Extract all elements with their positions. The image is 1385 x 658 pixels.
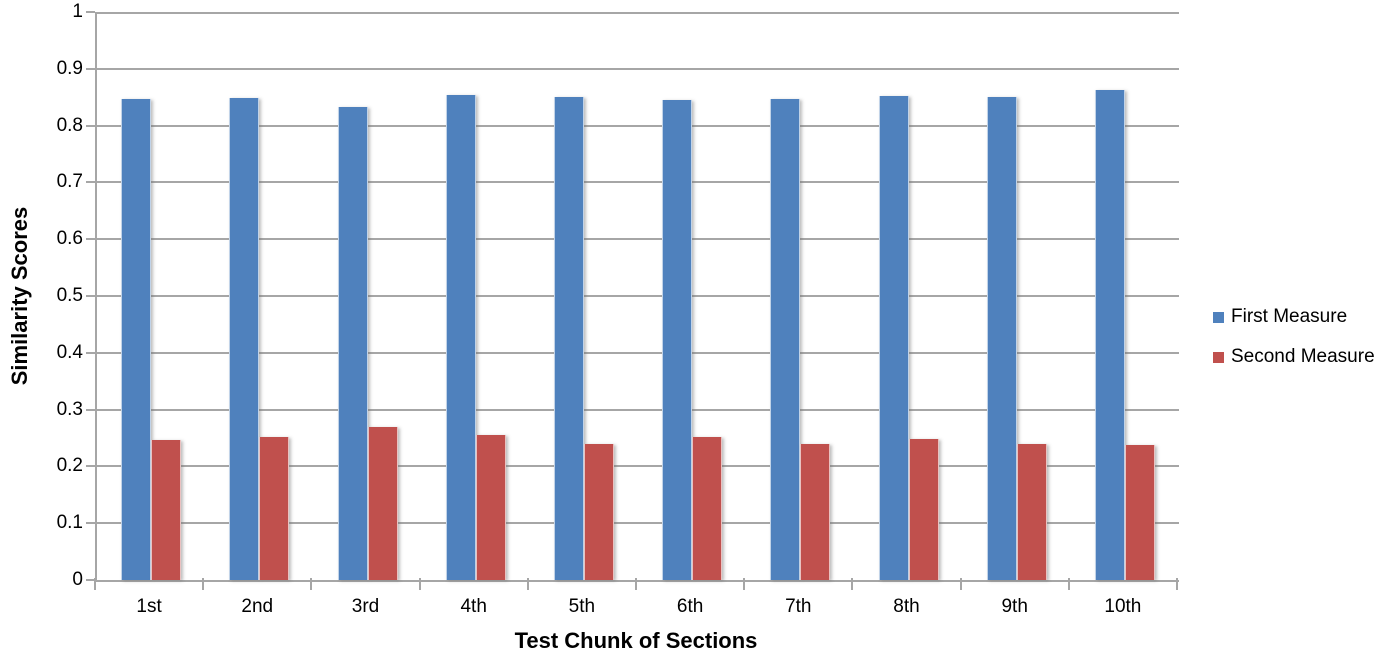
y-tick-label: 0.6 [56,228,83,250]
gridline [97,12,1179,14]
legend-swatch-second-measure [1213,351,1224,363]
bar-second-measure [1124,444,1155,580]
bar-second-measure [692,437,723,580]
bar-second-measure [367,427,398,580]
y-tick-mark [86,11,95,13]
x-category-label: 10th [1104,596,1142,617]
gridline [97,238,1179,241]
x-category-label: 6th [676,596,704,617]
bar-first-measure [337,107,368,580]
x-axis-title: Test Chunk of Sections [514,628,758,653]
y-tick-mark [86,124,95,127]
x-tick-mark [959,578,962,590]
bar-first-measure [1094,90,1125,580]
x-category-label: 5th [568,596,596,617]
y-tick-mark [86,295,95,297]
legend-label: First Measure [1231,306,1348,327]
y-tick-label: 0.2 [56,455,83,477]
x-tick-mark [851,578,854,590]
y-tick-mark [86,408,95,411]
x-tick-mark [418,578,421,590]
x-tick-mark [635,578,637,590]
bar-first-measure [445,94,476,580]
plot-area [95,12,1179,582]
bar-first-measure [121,99,152,580]
y-tick-mark [86,181,95,184]
gridline [97,67,1179,70]
x-tick-mark [526,578,529,590]
bar-first-measure [770,98,801,580]
legend-item: First Measure [1213,306,1375,328]
x-tick-mark [310,578,313,590]
y-tick-label: 0.4 [56,341,83,363]
bar-first-measure [878,96,909,580]
y-tick-mark [86,238,95,241]
y-tick-label: 1 [72,1,83,22]
gridline [97,181,1179,184]
legend-swatch-first-measure [1213,311,1224,323]
gridline [97,124,1179,127]
y-tick-mark [86,522,95,525]
x-category-label: 9th [1001,596,1028,617]
x-category-label: 4th [460,596,487,617]
bar-second-measure [800,443,831,580]
y-tick-mark [86,579,95,581]
y-tick-mark [86,67,95,70]
bar-second-measure [1016,443,1047,580]
x-tick-mark [1067,578,1070,590]
legend-item: Second Measure [1213,346,1375,368]
gridline [97,522,1179,525]
bar-first-measure [229,97,260,580]
y-tick-label: 0 [72,569,83,590]
bar-first-measure [986,96,1017,580]
bar-first-measure [553,97,584,580]
gridline [97,465,1179,468]
y-tick-label: 0.7 [56,171,83,193]
x-category-label: 2nd [241,596,274,617]
y-tick-label: 0.1 [56,512,83,534]
gridline [97,295,1179,297]
x-category-label: 8th [893,596,920,617]
legend-label: Second Measure [1231,346,1375,367]
gridline [97,408,1179,411]
bar-second-measure [151,440,182,580]
x-category-label: 3rd [351,596,380,617]
y-tick-label: 0.5 [56,285,83,306]
y-tick-mark [86,351,95,354]
y-tick-label: 0.8 [56,114,83,136]
bar-second-measure [908,439,939,580]
x-tick-mark [1176,578,1178,590]
x-category-label: 1st [136,596,162,617]
bar-first-measure [662,100,693,580]
bar-second-measure [583,443,614,580]
y-tick-label: 0.3 [56,398,83,420]
legend: First Measure Second Measure [1213,306,1375,386]
x-tick-mark [94,578,96,590]
gridline [97,351,1179,354]
x-tick-mark [202,578,205,590]
y-tick-mark [86,465,95,468]
y-tick-label: 0.9 [56,57,83,79]
bar-second-measure [259,436,290,580]
x-category-label: 7th [785,596,812,617]
bar-second-measure [475,434,506,580]
x-tick-mark [743,578,746,590]
